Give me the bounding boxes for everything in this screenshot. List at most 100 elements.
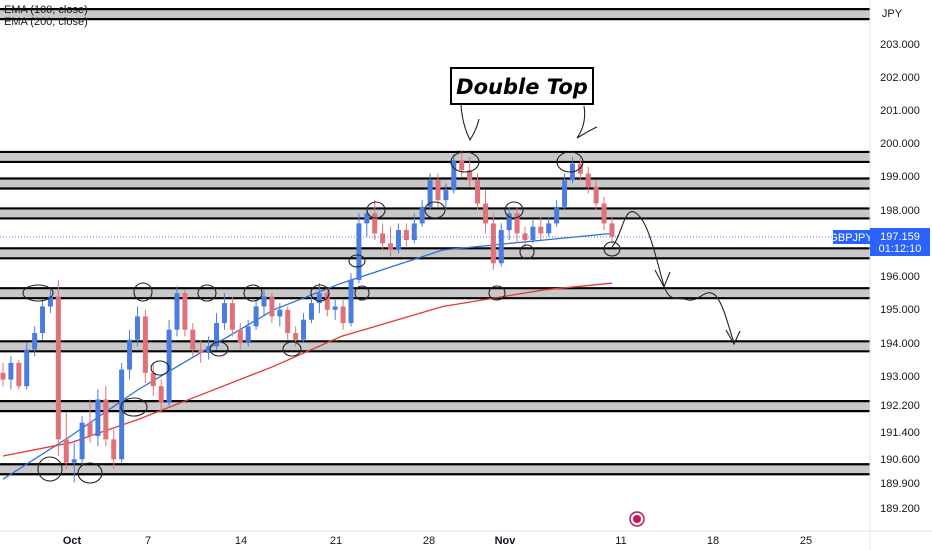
hand-circle-mark-16 (488, 285, 506, 301)
candle-body-32 (253, 306, 259, 327)
candle-body-74 (585, 173, 591, 187)
hand-circle-mark-0 (22, 284, 54, 302)
level-band-8 (0, 464, 870, 475)
x-tick-label-4: 28 (423, 535, 435, 547)
hand-circle-mark-5 (120, 397, 148, 417)
hand-circle-mark-4 (150, 360, 170, 376)
candle-body-18 (142, 316, 148, 373)
hand-circle-mark-12 (354, 285, 370, 301)
candle-body-58 (459, 160, 465, 171)
hand-circle-mark-11 (348, 254, 366, 268)
candle-body-53 (419, 206, 425, 224)
currency-label: JPY (882, 8, 903, 20)
candle-body-20 (158, 386, 164, 403)
candle-body-76 (601, 203, 607, 224)
candle-body-48 (380, 233, 386, 244)
candle-body-9 (71, 459, 77, 463)
hand-circle-mark-1 (37, 456, 63, 482)
candle-body-16 (127, 339, 133, 370)
ema-100-line (2, 232, 613, 480)
hand-circle-mark-20 (603, 241, 621, 257)
candle-body-44 (348, 279, 354, 324)
ema-200-line (2, 282, 613, 457)
candle-body-56 (443, 190, 449, 201)
candle-body-63 (498, 230, 504, 264)
hand-circle-mark-18 (519, 244, 535, 260)
y-tick-label-6: 196.000 (880, 271, 920, 283)
symbol-tag-box (833, 230, 870, 244)
x-tick-label-1: 7 (145, 535, 151, 547)
double-top-label-box (450, 67, 594, 105)
candle-body-61 (482, 203, 488, 224)
y-tick-label-13: 189.900 (880, 478, 920, 490)
candle-body-67 (530, 226, 536, 241)
x-tick-label-7: 18 (707, 535, 719, 547)
candle-body-19 (150, 372, 156, 387)
candle-body-30 (237, 329, 243, 343)
y-tick-label-4: 199.000 (880, 171, 920, 183)
candle-body-46 (364, 213, 370, 224)
candle-body-50 (395, 230, 401, 250)
level-band-1 (0, 151, 870, 162)
x-tick-label-3: 21 (330, 535, 342, 547)
y-tick-label-2: 201.000 (880, 105, 920, 117)
x-tick-label-6: 11 (615, 535, 626, 547)
marks-layer: Double Top (22, 67, 741, 484)
candle-body-28 (221, 303, 227, 324)
hand-circle-mark-15 (450, 151, 480, 173)
candle-body-24 (190, 329, 196, 350)
candle-body-59 (467, 170, 473, 181)
hand-circle-mark-6 (197, 284, 217, 302)
level-band-4 (0, 248, 870, 259)
candles-layer (0, 150, 615, 483)
candle-body-23 (182, 293, 188, 330)
candle-body-39 (308, 303, 314, 320)
candle-body-60 (475, 180, 481, 204)
candle-body-38 (301, 319, 307, 340)
candle-body-15 (119, 369, 125, 460)
candle-body-3 (24, 349, 30, 387)
candle-body-1 (8, 362, 14, 380)
candle-body-65 (514, 213, 520, 234)
level-band-7 (0, 401, 870, 412)
double-top-arrow-right (576, 105, 598, 139)
double-top-label: Double Top (456, 75, 588, 99)
y-tick-label-12: 190.600 (880, 454, 920, 466)
ema-layer (2, 232, 613, 480)
candle-body-62 (490, 223, 496, 264)
candle-body-42 (332, 306, 338, 310)
legend-item-0: EMA (100, close) (4, 4, 88, 16)
y-tick-label-7: 195.000 (880, 304, 920, 316)
candle-body-51 (403, 230, 409, 241)
candle-body-10 (79, 422, 85, 460)
y-tick-label-8: 194.000 (880, 338, 920, 350)
candle-body-6 (47, 296, 53, 307)
candle-body-43 (340, 306, 346, 324)
hand-circle-mark-17 (504, 201, 524, 219)
level-band-5 (0, 288, 870, 299)
levels-layer (0, 7, 870, 476)
candle-body-31 (245, 326, 251, 343)
x-tick-label-2: 14 (235, 535, 247, 547)
candle-body-22 (174, 293, 180, 330)
legend-item-1: EMA (200, close) (4, 16, 88, 28)
candle-body-7 (55, 296, 61, 440)
y-tick-label-11: 191.400 (880, 427, 920, 439)
x-tick-label-5: Nov (495, 535, 517, 547)
candle-body-75 (593, 186, 599, 204)
legend-layer: EMA (100, close)EMA (200, close) (4, 4, 88, 28)
hand-circle-mark-3 (133, 282, 153, 302)
candle-body-55 (435, 180, 441, 201)
y-tick-label-9: 193.000 (880, 371, 920, 383)
hand-circle-mark-13 (366, 201, 386, 219)
candle-body-68 (538, 226, 544, 234)
candle-body-49 (388, 243, 394, 250)
candle-body-26 (206, 346, 212, 353)
y-tick-label-14: 189.200 (880, 503, 920, 515)
candle-body-5 (40, 306, 46, 334)
double-top-arrow-left (460, 104, 480, 142)
candle-body-34 (269, 296, 275, 317)
candle-body-57 (451, 160, 457, 191)
